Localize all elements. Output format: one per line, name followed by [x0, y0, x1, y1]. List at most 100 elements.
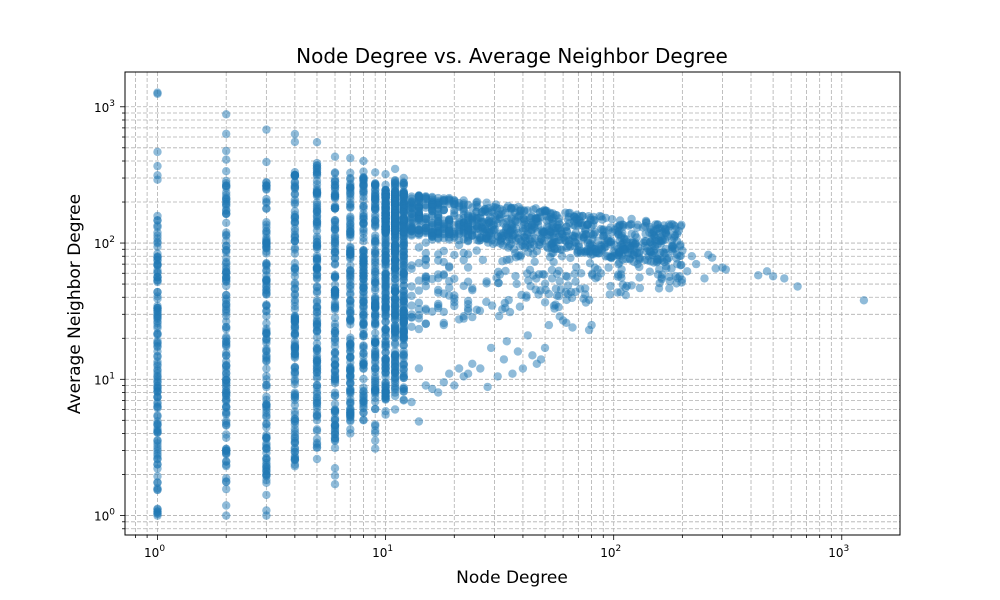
- data-point: [359, 416, 367, 424]
- data-point: [313, 399, 321, 407]
- data-point: [635, 273, 643, 281]
- data-point: [222, 501, 230, 509]
- data-point: [262, 125, 270, 133]
- data-point: [331, 480, 339, 488]
- data-point: [262, 218, 270, 226]
- data-point: [262, 435, 270, 443]
- data-point: [291, 171, 299, 179]
- data-point: [331, 436, 339, 444]
- data-point: [508, 370, 516, 378]
- data-point: [549, 229, 557, 237]
- data-point: [555, 236, 563, 244]
- data-point: [650, 258, 658, 266]
- data-point: [477, 234, 485, 242]
- data-point: [528, 351, 536, 359]
- data-point: [381, 252, 389, 260]
- data-point: [589, 250, 597, 258]
- data-point: [400, 387, 408, 395]
- data-point: [331, 375, 339, 383]
- data-point: [291, 237, 299, 245]
- data-point: [371, 444, 379, 452]
- data-point: [754, 271, 762, 279]
- data-point: [222, 357, 230, 365]
- data-point: [346, 154, 354, 162]
- data-point: [331, 225, 339, 233]
- data-point: [391, 176, 399, 184]
- data-point: [371, 195, 379, 203]
- data-point: [291, 183, 299, 191]
- data-point: [450, 381, 458, 389]
- data-point: [222, 291, 230, 299]
- data-point: [153, 428, 161, 436]
- data-point: [371, 248, 379, 256]
- data-point: [331, 391, 339, 399]
- data-point: [513, 280, 521, 288]
- data-point: [222, 341, 230, 349]
- data-point: [222, 147, 230, 155]
- data-point: [483, 199, 491, 207]
- data-point: [400, 341, 408, 349]
- data-point: [331, 271, 339, 279]
- data-point: [153, 162, 161, 170]
- data-point: [371, 375, 379, 383]
- data-point: [331, 464, 339, 472]
- data-point: [381, 279, 389, 287]
- data-point: [262, 242, 270, 250]
- data-point: [422, 319, 430, 327]
- data-point: [606, 282, 614, 290]
- data-point: [371, 274, 379, 282]
- data-point: [516, 303, 524, 311]
- x-axis-label: Node Degree: [456, 568, 568, 588]
- data-point: [511, 209, 519, 217]
- data-point: [291, 285, 299, 293]
- data-point: [657, 240, 665, 248]
- data-point: [407, 310, 415, 318]
- data-point: [445, 370, 453, 378]
- data-point: [450, 294, 458, 302]
- data-point: [541, 298, 549, 306]
- data-point: [678, 278, 686, 286]
- data-point: [381, 302, 389, 310]
- data-point: [428, 308, 436, 316]
- data-point: [407, 224, 415, 232]
- data-point: [222, 511, 230, 519]
- data-point: [391, 363, 399, 371]
- data-point: [415, 259, 423, 267]
- data-point: [153, 472, 161, 480]
- data-point: [313, 207, 321, 215]
- data-point: [371, 238, 379, 246]
- data-point: [490, 221, 498, 229]
- data-point: [440, 247, 448, 255]
- data-point: [445, 200, 453, 208]
- data-point: [565, 240, 573, 248]
- data-point: [646, 223, 654, 231]
- data-point: [346, 417, 354, 425]
- data-point: [487, 344, 495, 352]
- data-point: [614, 260, 622, 268]
- data-point: [359, 330, 367, 338]
- data-point: [381, 325, 389, 333]
- data-point: [415, 417, 423, 425]
- data-point: [291, 268, 299, 276]
- data-point: [222, 232, 230, 240]
- data-point: [346, 354, 354, 362]
- data-point: [473, 246, 481, 254]
- data-point: [391, 405, 399, 413]
- data-point: [222, 323, 230, 331]
- data-point: [460, 203, 468, 211]
- data-point: [381, 222, 389, 230]
- data-point: [346, 336, 354, 344]
- data-point: [359, 312, 367, 320]
- data-point: [222, 382, 230, 390]
- data-point: [222, 477, 230, 485]
- data-point: [407, 323, 415, 331]
- data-point: [371, 182, 379, 190]
- data-point: [153, 306, 161, 314]
- data-point: [440, 321, 448, 329]
- data-point: [503, 204, 511, 212]
- data-point: [222, 248, 230, 256]
- data-point: [407, 398, 415, 406]
- data-point: [313, 138, 321, 146]
- data-point: [262, 307, 270, 315]
- data-point: [346, 183, 354, 191]
